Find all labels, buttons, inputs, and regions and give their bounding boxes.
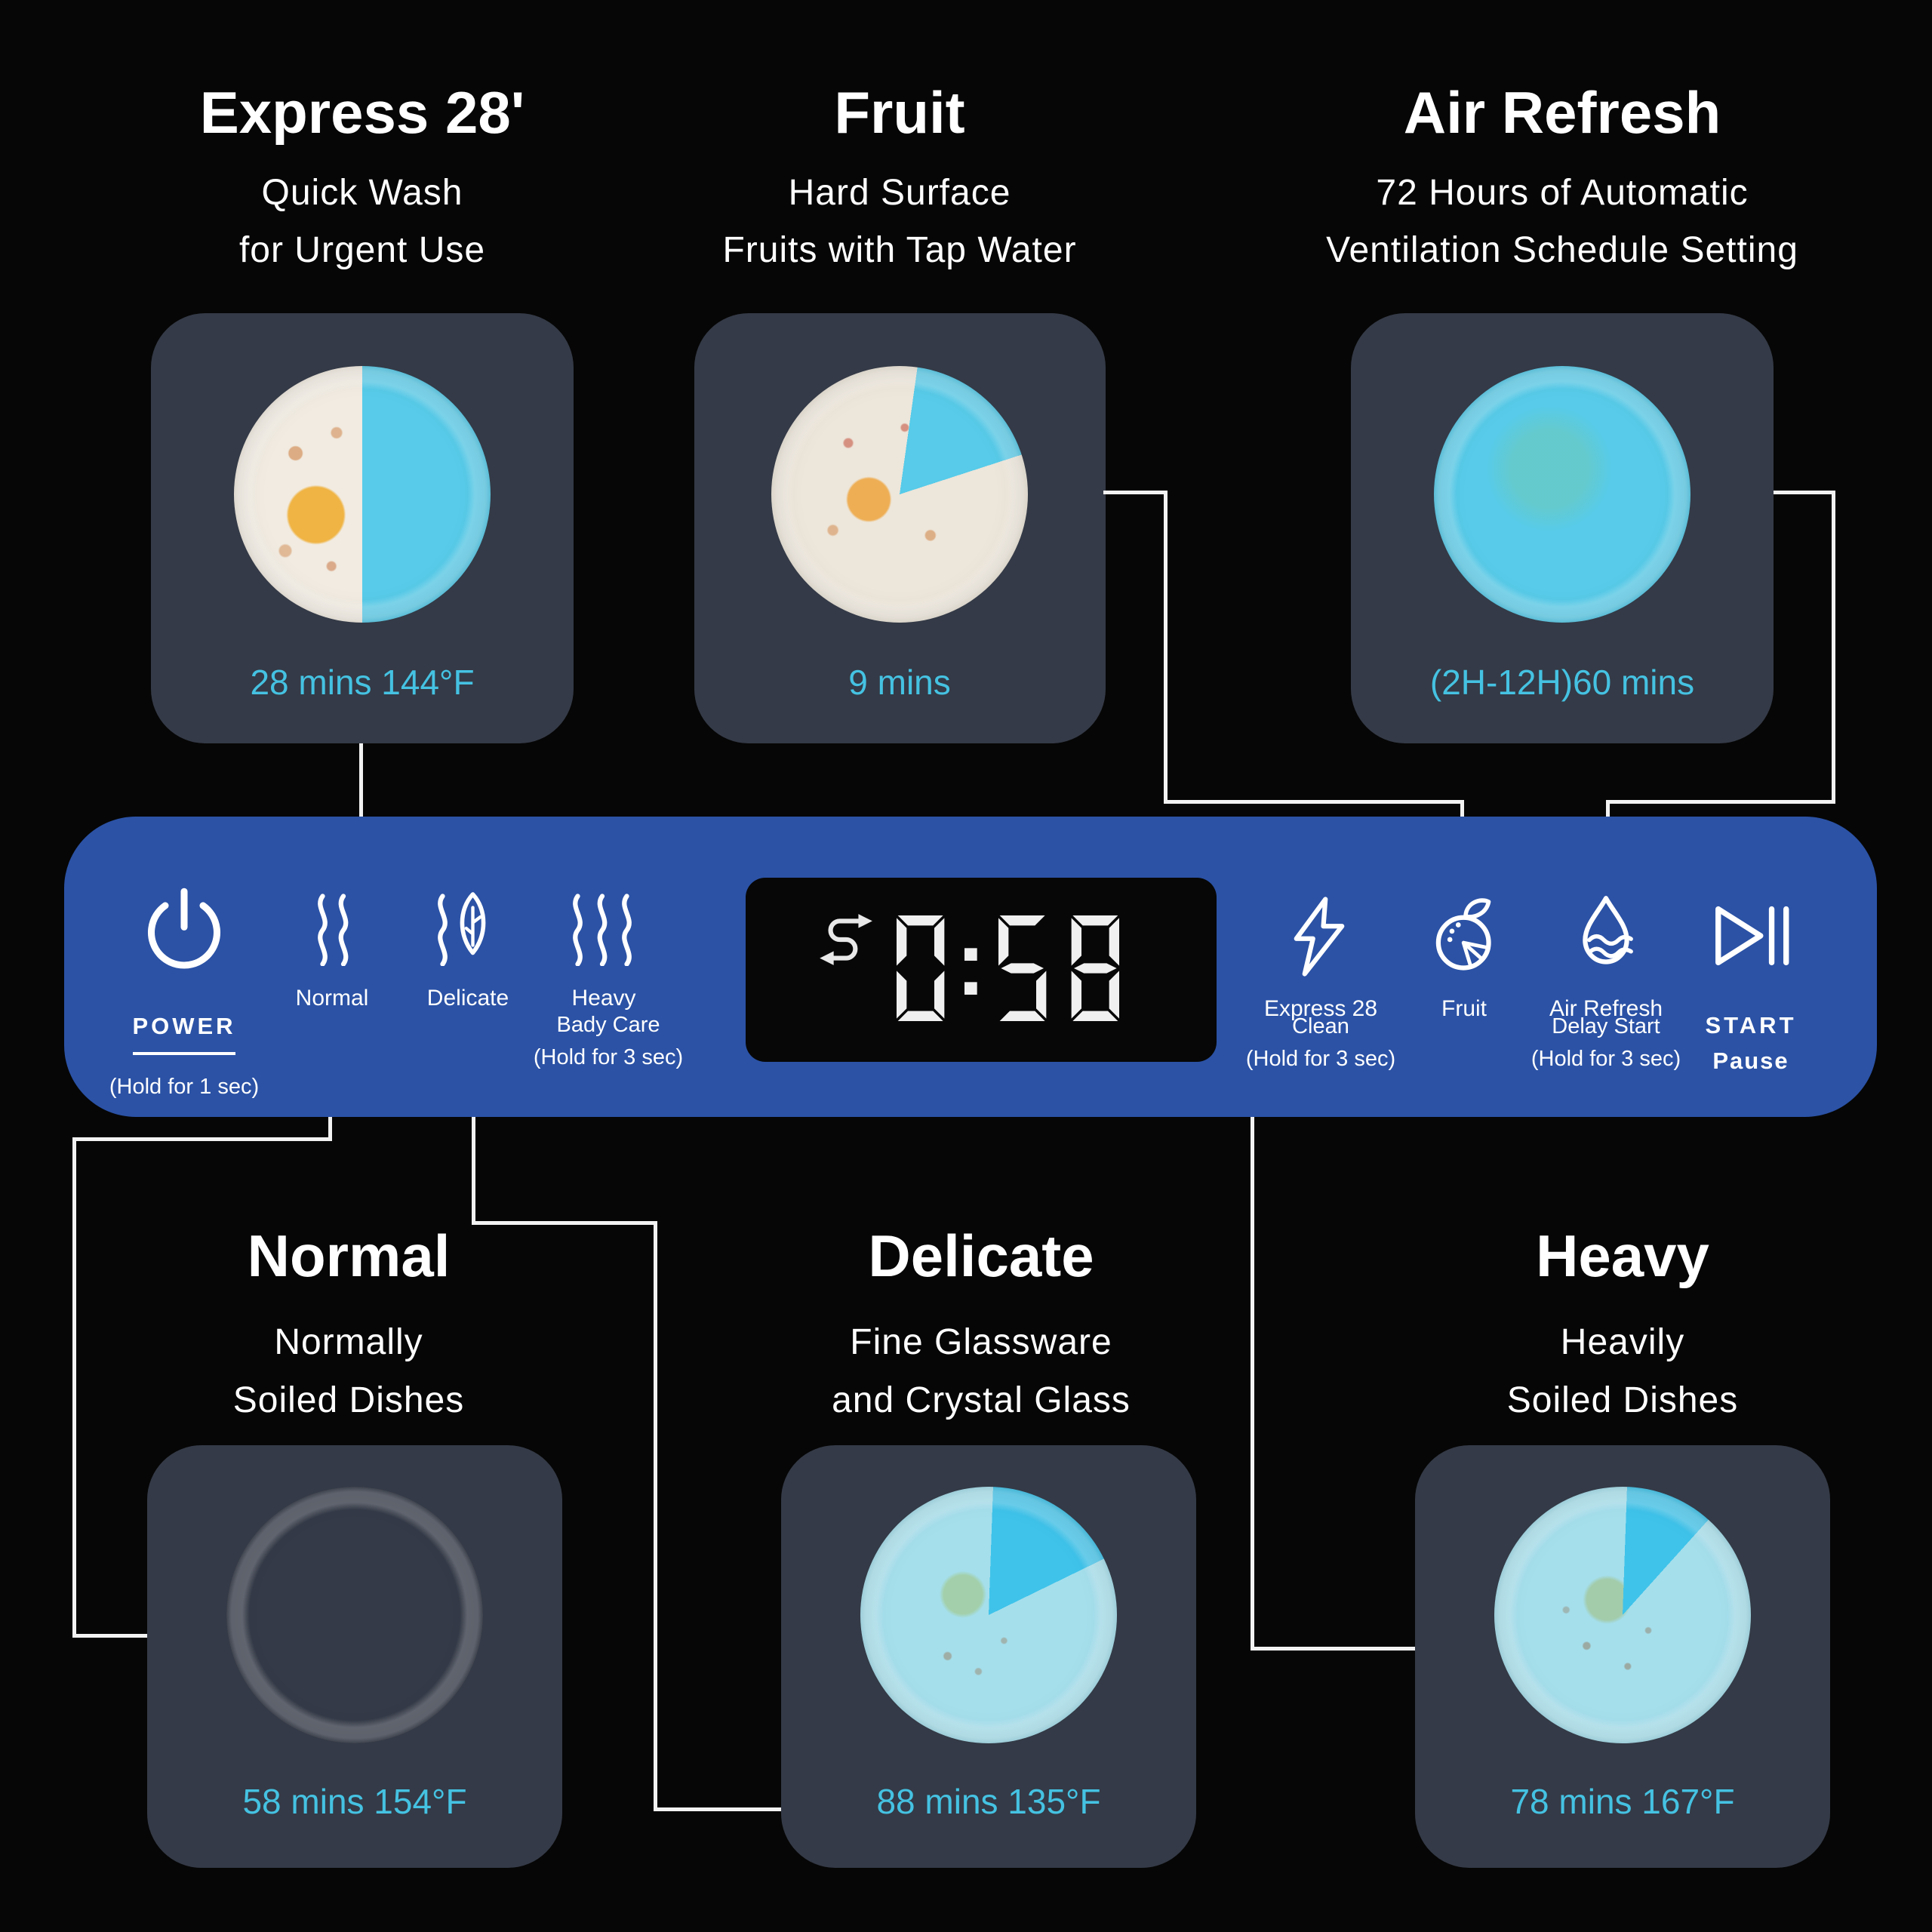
express-time: 28 mins 144°F [250, 663, 475, 702]
start-label: START [1705, 1012, 1797, 1038]
heavy-button[interactable] [560, 891, 645, 966]
heavy-desc-2: Soiled Dishes [1506, 1380, 1739, 1420]
connector-fruit [1164, 800, 1464, 804]
delicate-title: Delicate [868, 1223, 1094, 1289]
air-refresh-card: (2H-12H)60 mins [1351, 313, 1774, 743]
connector-normal [72, 1137, 76, 1638]
clean-hold-note: (Hold for 3 sec) [1245, 1047, 1396, 1071]
delicate-leaf-icon [438, 892, 486, 966]
normal-button-label: Normal [295, 986, 369, 1011]
express-28-button-label: Express 28 [1263, 996, 1378, 1021]
express-title: Express 28' [199, 79, 525, 146]
delicate-time: 88 mins 135°F [876, 1782, 1101, 1821]
delay-start-label: Delay Start [1552, 1014, 1660, 1038]
fruit-orange-icon [1435, 898, 1491, 971]
normal-plate-image [226, 1487, 483, 1743]
fruit-card: 9 mins [694, 313, 1106, 743]
pause-label: Pause [1712, 1048, 1789, 1074]
clean-label: Clean [1292, 1014, 1349, 1038]
fruit-title: Fruit [834, 79, 965, 146]
connector-normal [72, 1634, 149, 1638]
normal-desc-2: Soiled Dishes [232, 1380, 465, 1420]
power-icon [147, 888, 221, 969]
air-refresh-button[interactable] [1571, 892, 1641, 980]
connector-air-refresh [1832, 491, 1835, 804]
express-lightning-icon [1294, 897, 1345, 977]
normal-desc-1: Normally [274, 1322, 423, 1362]
heavy-steam-icon [573, 894, 632, 966]
connector-heavy [1251, 1107, 1254, 1651]
express-desc-1: Quick Wash [261, 173, 463, 213]
fruit-desc-1: Hard Surface [788, 173, 1011, 213]
air-refresh-drop-icon [1583, 896, 1633, 964]
fruit-time: 9 mins [848, 663, 951, 702]
fruit-button-label: Fruit [1441, 996, 1487, 1021]
delicate-desc-1: Fine Glassware [850, 1322, 1112, 1362]
delicate-desc-2: and Crystal Glass [832, 1380, 1131, 1420]
connector-delicate [654, 1221, 657, 1811]
power-button[interactable] [140, 884, 228, 975]
power-underline [133, 1052, 235, 1055]
express-desc-2: for Urgent Use [238, 230, 486, 270]
connector-delicate [472, 1221, 657, 1225]
connector-normal [72, 1137, 332, 1141]
start-pause-icon [1715, 906, 1789, 966]
delicate-plate-image [860, 1487, 1117, 1743]
connector-delicate [654, 1807, 783, 1811]
heavy-title: Heavy [1536, 1223, 1709, 1289]
heavy-plate-image [1494, 1487, 1751, 1743]
air-refresh-button-label: Air Refresh [1549, 996, 1663, 1021]
connector-express [359, 743, 363, 855]
lcd-display [746, 878, 1217, 1062]
delicate-button-label: Delicate [426, 986, 509, 1011]
delicate-button[interactable] [424, 891, 503, 966]
start-pause-button[interactable] [1707, 900, 1796, 972]
normal-time: 58 mins 154°F [242, 1782, 467, 1821]
body-care-hold-note: (Hold for 3 sec) [533, 1045, 684, 1069]
fruit-desc-2: Fruits with Tap Water [722, 230, 1077, 270]
lcd-time-digits [889, 912, 1127, 1029]
delay-start-hold-note: (Hold for 3 sec) [1531, 1047, 1681, 1071]
express-card: 28 mins 144°F [151, 313, 574, 743]
connector-fruit [1164, 491, 1168, 804]
connector-fruit [1103, 491, 1168, 494]
body-care-label: Bady Care [556, 1013, 660, 1037]
power-hold-note: (Hold for 1 sec) [109, 1075, 260, 1099]
fruit-button[interactable] [1428, 892, 1503, 977]
normal-card: 58 mins 154°F [147, 1445, 562, 1868]
air-refresh-plate-image [1434, 366, 1690, 623]
connector-heavy [1251, 1647, 1417, 1651]
air-refresh-desc-1: 72 Hours of Automatic [1376, 173, 1749, 213]
fruit-plate-image [771, 366, 1028, 623]
heavy-card: 78 mins 167°F [1415, 1445, 1830, 1868]
express-28-button[interactable] [1283, 895, 1355, 978]
air-refresh-title: Air Refresh [1403, 79, 1721, 146]
connector-air-refresh [1607, 800, 1835, 804]
normal-steam-icon [318, 894, 349, 966]
air-refresh-desc-2: Ventilation Schedule Setting [1326, 230, 1798, 270]
heavy-button-label: Heavy [571, 986, 636, 1011]
heavy-desc-1: Heavily [1560, 1322, 1685, 1362]
cycle-loop-icon [820, 914, 872, 965]
normal-button[interactable] [300, 891, 364, 966]
express-plate-image [234, 366, 491, 623]
power-label: POWER [132, 1013, 236, 1039]
air-refresh-time: (2H-12H)60 mins [1429, 663, 1695, 702]
heavy-time: 78 mins 167°F [1510, 1782, 1735, 1821]
delicate-card: 88 mins 135°F [781, 1445, 1196, 1868]
normal-title: Normal [247, 1223, 451, 1289]
connector-air-refresh [1774, 491, 1835, 494]
